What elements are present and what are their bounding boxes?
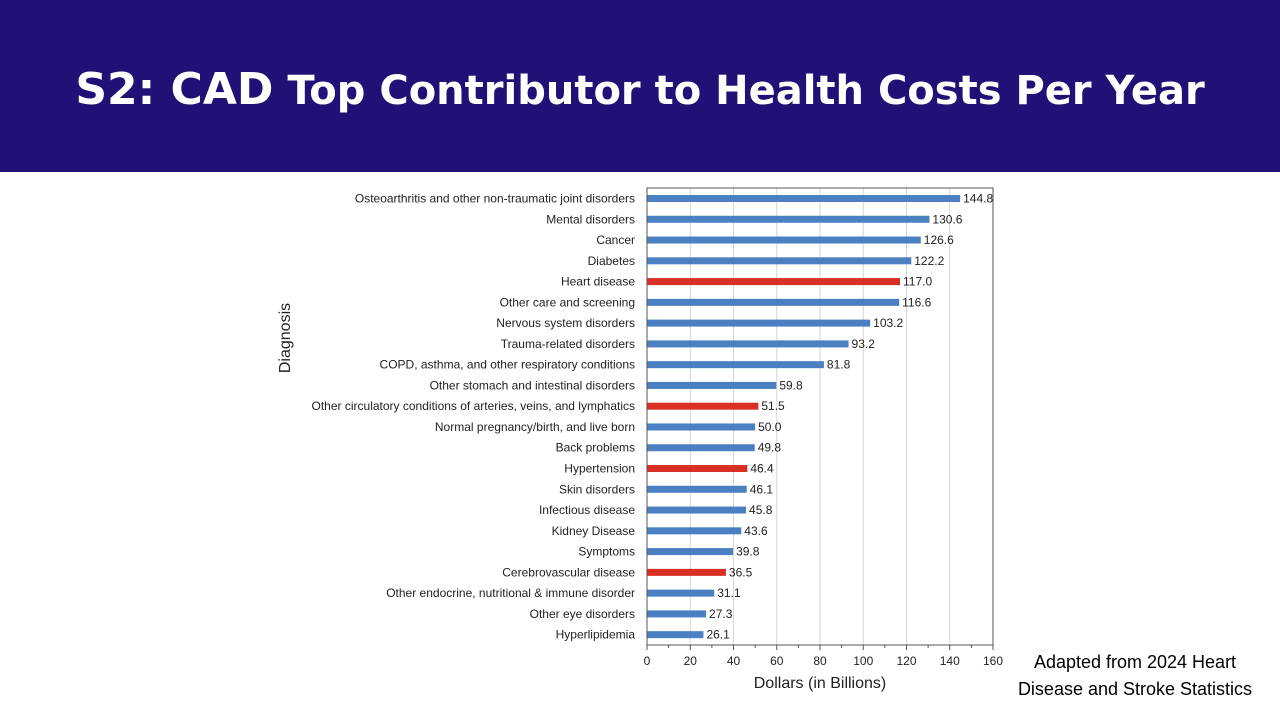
category-label-4: Heart disease [561, 275, 635, 289]
x-tick-label-5: 100 [853, 654, 873, 668]
category-label-0: Osteoarthritis and other non-traumatic j… [355, 192, 635, 206]
x-tick-label-4: 80 [813, 654, 827, 668]
source-note-line1: Adapted from 2024 Heart [1033, 652, 1237, 672]
category-label-5: Other care and screening [500, 295, 635, 309]
category-label-12: Back problems [556, 441, 635, 455]
value-label-2: 126.6 [924, 233, 954, 247]
bar-12 [647, 444, 755, 452]
value-label-16: 43.6 [744, 524, 768, 538]
category-label-7: Trauma-related disorders [501, 337, 635, 351]
value-label-12: 49.8 [758, 441, 782, 455]
bar-chart: Osteoarthritis and other non-traumatic j… [277, 187, 1003, 692]
slide-title-cad: CAD [170, 64, 274, 115]
x-tick-label-8: 160 [983, 654, 1003, 668]
category-label-2: Cancer [596, 233, 635, 247]
bar-2 [647, 236, 921, 244]
bar-8 [647, 361, 824, 369]
value-label-3: 122.2 [914, 254, 944, 268]
category-label-17: Symptoms [578, 545, 635, 559]
value-label-5: 116.6 [902, 295, 931, 309]
x-tick-label-3: 60 [770, 654, 784, 668]
category-label-8: COPD, asthma, and other respiratory cond… [380, 358, 635, 372]
bar-5 [647, 298, 900, 306]
value-label-9: 59.8 [779, 378, 803, 392]
category-label-10: Other circulatory conditions of arteries… [312, 399, 635, 413]
category-label-13: Hypertension [564, 462, 635, 476]
value-label-14: 46.1 [750, 482, 774, 496]
bar-18 [647, 568, 726, 576]
x-tick-label-2: 40 [727, 654, 741, 668]
slide-title-rest: Top Contributor to Health Costs Per Year [273, 68, 1205, 114]
value-label-11: 50.0 [758, 420, 782, 434]
category-label-1: Mental disorders [546, 212, 635, 226]
category-label-6: Nervous system disorders [496, 316, 635, 330]
x-tick-label-7: 140 [940, 654, 960, 668]
category-label-11: Normal pregnancy/birth, and live born [435, 420, 635, 434]
value-label-0: 144.8 [963, 192, 993, 206]
value-label-10: 51.5 [761, 399, 785, 413]
value-label-20: 27.3 [709, 607, 733, 621]
title-banner: S2: CAD Top Contributor to Health Costs … [0, 0, 1280, 172]
value-label-8: 81.8 [827, 358, 851, 372]
value-label-17: 39.8 [736, 545, 760, 559]
bar-10 [647, 402, 759, 410]
bar-16 [647, 527, 742, 535]
category-label-20: Other eye disorders [530, 607, 635, 621]
bar-14 [647, 485, 747, 493]
value-label-21: 26.1 [706, 628, 730, 642]
bar-17 [647, 548, 734, 556]
value-label-1: 130.6 [932, 212, 962, 226]
value-label-19: 31.1 [717, 586, 741, 600]
bar-9 [647, 381, 777, 389]
value-label-18: 36.5 [729, 565, 753, 579]
value-label-15: 45.8 [749, 503, 773, 517]
category-label-9: Other stomach and intestinal disorders [430, 378, 635, 392]
value-label-4: 117.0 [903, 275, 932, 289]
category-label-21: Hyperlipidemia [556, 628, 636, 642]
source-note: Adapted from 2024 Heart Disease and Stro… [1000, 649, 1270, 703]
bar-21 [647, 631, 704, 639]
source-note-line2: Disease and Stroke Statistics [1017, 679, 1253, 699]
value-label-13: 46.4 [750, 462, 774, 476]
category-label-19: Other endocrine, nutritional & immune di… [386, 586, 635, 600]
category-label-16: Kidney Disease [552, 524, 636, 538]
bar-7 [647, 340, 849, 348]
bar-13 [647, 465, 748, 473]
x-tick-label-0: 0 [644, 654, 651, 668]
slide-title-prefix: S2: [75, 64, 171, 115]
bar-1 [647, 215, 930, 223]
category-label-18: Cerebrovascular disease [502, 565, 635, 579]
value-label-6: 103.2 [873, 316, 903, 330]
bar-15 [647, 506, 747, 514]
bar-4 [647, 278, 901, 286]
category-label-15: Infectious disease [539, 503, 635, 517]
bar-6 [647, 319, 871, 327]
category-label-3: Diabetes [588, 254, 635, 268]
bar-3 [647, 257, 912, 265]
bar-20 [647, 610, 707, 618]
x-tick-label-6: 120 [896, 654, 916, 668]
x-axis-title: Dollars (in Billions) [754, 675, 886, 692]
bar-19 [647, 589, 715, 597]
bar-0 [647, 195, 961, 202]
slide-title: S2: CAD Top Contributor to Health Costs … [0, 58, 1280, 123]
bar-11 [647, 423, 756, 431]
value-label-7: 93.2 [852, 337, 876, 351]
y-axis-title: Diagnosis [277, 303, 294, 373]
x-tick-label-1: 20 [684, 654, 698, 668]
category-label-14: Skin disorders [559, 482, 635, 496]
